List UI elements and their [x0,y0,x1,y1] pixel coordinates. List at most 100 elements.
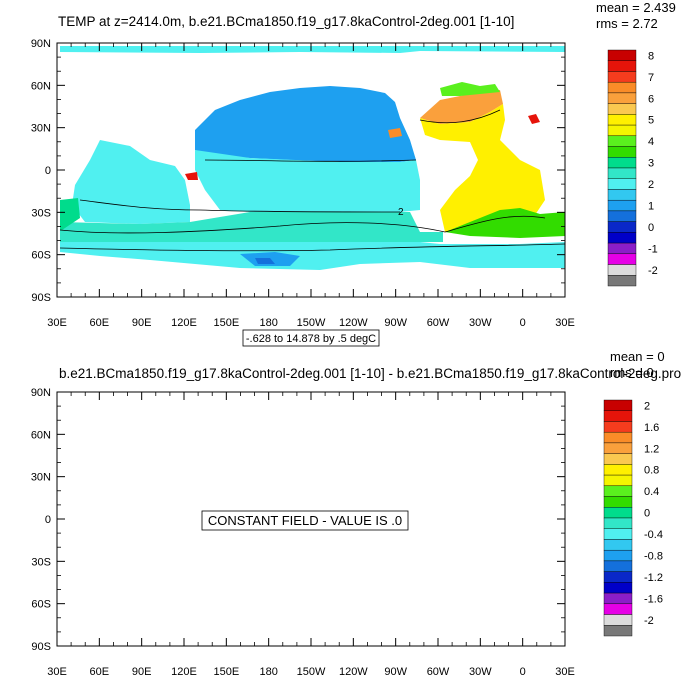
colorbar-box [607,60,637,72]
southern-ocean-cyan [60,242,565,270]
colorbar-box [607,232,637,244]
atlantic-south-green [445,208,565,238]
mediterranean-red [528,114,540,124]
colorbar-box [607,199,637,212]
colorbar-box [607,167,637,179]
colorbar-box [607,103,637,115]
colorbar-box [607,157,637,169]
colorbar-box [607,275,637,287]
lon-label: 30E [555,317,575,329]
lon-label: 180 [259,666,277,678]
lon-label: 120E [171,317,197,329]
colorbar-label: -2 [644,615,654,627]
lon-label: 30W [469,666,492,678]
top-longitude-axis: 30E 60E 90E 120E 150E 180 150W 120W 90W 60W 30W 0 30… [47,43,575,329]
colorbar-box [603,571,633,583]
top-panel: TEMP at z=2414.0m, b.e21.BCma1850.f19_g1… [31,0,676,347]
lat-label: 60N [31,80,51,92]
lon-label: 120E [171,666,197,678]
colorbar-box [603,539,633,551]
lat-label: 30N [31,472,51,484]
colorbar-box [603,442,633,454]
bottom-colorbar: 2 1.6 1.2 0.8 0.4 0 -0.4 -0.8 -1.2 -1.6 -2 [603,399,663,637]
colorbar-label: -2 [648,265,658,277]
lat-label: 60S [31,599,51,611]
colorbar-box [607,189,637,201]
colorbar-label: 0 [644,508,650,520]
colorbar-box [607,178,637,190]
lat-label: 0 [45,514,51,526]
colorbar-box [603,614,633,626]
atlantic-north-gold [420,90,503,124]
colorbar-box [603,603,633,615]
lon-label: 120W [339,666,368,678]
colorbar-box [603,625,633,637]
lat-label: 90N [31,38,51,50]
colorbar-box [607,114,637,126]
colorbar-box [603,399,633,411]
colorbar-box [603,453,633,465]
contour-info-box: -.628 to 14.878 by .5 degC [242,329,380,347]
colorbar-box [603,560,633,572]
colorbar-box [603,410,633,422]
colorbar-label: -1.2 [644,572,663,584]
lon-label: 90E [132,317,152,329]
contour-line-2 [79,199,401,213]
colorbar-box [603,485,633,497]
colorbar-label: 3 [648,158,654,170]
lon-label: 90W [384,666,407,678]
colorbar-label: -1.6 [644,593,663,605]
colorbar-label: 4 [648,136,654,148]
lon-label: 150W [297,666,326,678]
bottom-rms-label: rms = 0 [610,365,654,380]
colorbar-box [603,592,633,605]
lat-label: 30S [31,556,51,568]
lon-label: 60E [90,666,110,678]
lon-label: 30E [47,666,67,678]
colorbar-label: 0.4 [644,486,659,498]
contour-label: 2 [398,207,404,218]
colorbar-label: -0.4 [644,529,663,541]
colorbar-box [603,421,633,433]
colorbar-box [603,549,633,562]
lon-label: 0 [520,317,526,329]
colorbar-label: 1.2 [644,443,659,455]
top-mean-label: mean = 2.439 [596,0,676,15]
lon-label: 90W [384,317,407,329]
colorbar-box [603,431,633,444]
lon-label: 60W [427,317,450,329]
colorbar-box [607,242,637,255]
lon-label: 180 [259,317,277,329]
bottom-panel: mean = 0 rms = 0 b.e21.BCma1850.f19_g17.… [31,349,681,678]
bottom-title: b.e21.BCma1850.f19_g17.8kaControl-2deg.0… [59,366,681,381]
colorbar-box [607,124,637,137]
colorbar-label: 2 [644,400,650,412]
colorbar-box [607,135,637,147]
lon-label: 90E [132,666,152,678]
lat-label: 30N [31,123,51,135]
colorbar-box [607,49,637,61]
colorbar-box [603,507,633,519]
pacific-ocean [195,86,416,162]
colorbar-box [607,264,637,276]
bottom-mean-label: mean = 0 [610,349,665,364]
colorbar-label: 2 [648,179,654,191]
ross-sea-deep [255,258,275,264]
colorbar-box [603,496,633,508]
contour-line-1 [59,222,446,234]
colorbar-box [607,71,637,83]
colorbar-box [603,528,633,540]
colorbar-box [603,582,633,594]
constant-field-frame [201,510,409,531]
colorbar-box [607,92,637,104]
contour-info-text: -.628 to 14.878 by .5 degC [246,333,376,345]
atlantic-yellow [420,104,545,232]
lon-label: 0 [520,666,526,678]
red-sea-patch [185,172,198,180]
contour-line-3 [204,159,417,162]
colorbar-box [607,210,637,222]
lon-label: 30E [555,666,575,678]
lon-label: 150W [297,317,326,329]
lon-label: 60E [90,317,110,329]
